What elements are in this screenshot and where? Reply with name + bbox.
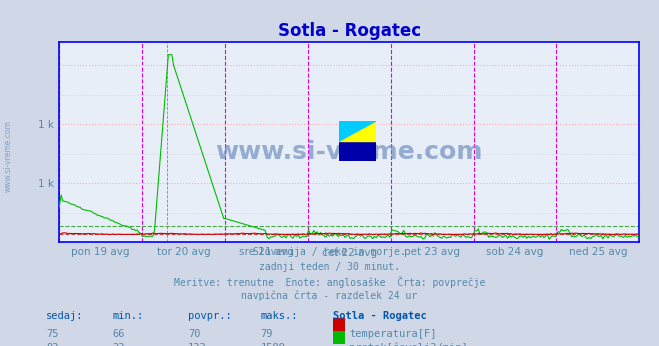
- Text: Slovenija / reke in morje.: Slovenija / reke in morje.: [253, 247, 406, 257]
- Text: zadnji teden / 30 minut.: zadnji teden / 30 minut.: [259, 262, 400, 272]
- Polygon shape: [339, 121, 376, 141]
- Text: 23: 23: [112, 343, 125, 346]
- Text: 83: 83: [46, 343, 59, 346]
- Title: Sotla - Rogatec: Sotla - Rogatec: [277, 22, 421, 40]
- Text: Meritve: trenutne  Enote: anglosaške  Črta: povprečje: Meritve: trenutne Enote: anglosaške Črta…: [174, 276, 485, 289]
- Text: temperatura[F]: temperatura[F]: [349, 329, 437, 339]
- Text: navpična črta - razdelek 24 ur: navpična črta - razdelek 24 ur: [241, 291, 418, 301]
- Text: Sotla - Rogatec: Sotla - Rogatec: [333, 311, 426, 321]
- Text: www.si-vreme.com: www.si-vreme.com: [215, 140, 483, 164]
- Polygon shape: [339, 141, 376, 161]
- Text: 133: 133: [188, 343, 206, 346]
- Text: pretok[čevelj3/min]: pretok[čevelj3/min]: [349, 343, 468, 346]
- Text: 75: 75: [46, 329, 59, 339]
- Text: 70: 70: [188, 329, 200, 339]
- FancyBboxPatch shape: [333, 331, 345, 344]
- Polygon shape: [339, 121, 376, 141]
- Text: min.:: min.:: [112, 311, 143, 321]
- Text: sedaj:: sedaj:: [46, 311, 84, 321]
- Text: 79: 79: [260, 329, 273, 339]
- FancyBboxPatch shape: [333, 318, 345, 331]
- Text: 1589: 1589: [260, 343, 285, 346]
- Text: povpr.:: povpr.:: [188, 311, 231, 321]
- Text: 66: 66: [112, 329, 125, 339]
- Text: www.si-vreme.com: www.si-vreme.com: [3, 120, 13, 192]
- Text: maks.:: maks.:: [260, 311, 298, 321]
